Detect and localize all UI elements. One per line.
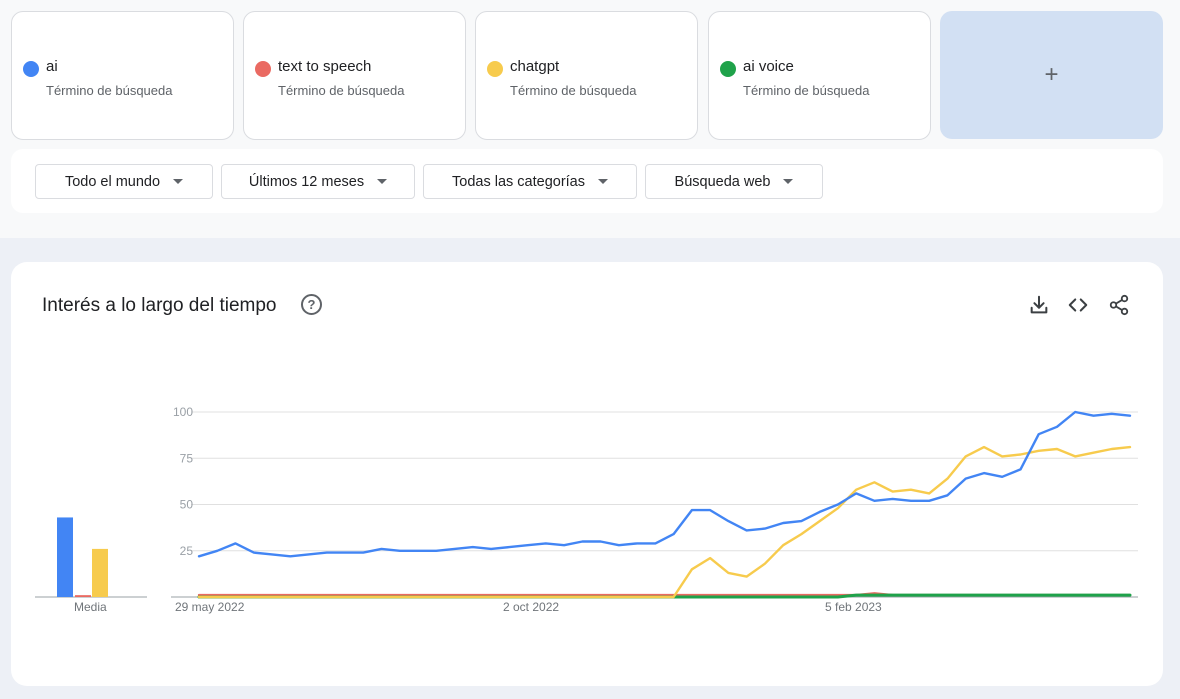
term-color-dot: [487, 61, 503, 77]
plus-icon: +: [1044, 61, 1059, 88]
region-filter-label: Todo el mundo: [64, 173, 161, 190]
series-line: [197, 445, 1132, 599]
add-term-button[interactable]: +: [940, 11, 1163, 139]
y-tick-label: 75: [180, 451, 194, 465]
region-filter-dropdown[interactable]: Todo el mundo: [35, 164, 213, 199]
term-card-chatgpt[interactable]: chatgpt Término de búsqueda: [475, 11, 698, 140]
term-subtitle: Término de búsqueda: [743, 83, 870, 98]
period-filter-dropdown[interactable]: Últimos 12 meses: [221, 164, 415, 199]
term-color-dot: [720, 61, 736, 77]
y-tick-label: 100: [173, 405, 193, 419]
x-tick-label: 29 may 2022: [175, 600, 245, 614]
term-card-ai-voice[interactable]: ai voice Término de búsqueda: [708, 11, 931, 140]
download-icon[interactable]: [1028, 294, 1050, 316]
series-line: [197, 593, 1132, 599]
help-circle-icon[interactable]: ?: [301, 294, 322, 315]
share-icon[interactable]: [1108, 294, 1130, 316]
average-label: Media: [74, 600, 107, 614]
caret-down-icon: [173, 179, 184, 184]
average-bar: [57, 517, 73, 597]
interest-chart: 100 75 50 25: [35, 405, 1138, 599]
series-line: [197, 410, 1132, 558]
term-name: ai: [46, 58, 58, 75]
embed-code-icon[interactable]: [1067, 294, 1089, 316]
category-filter-dropdown[interactable]: Todas las categorías: [423, 164, 637, 199]
average-bar: [75, 595, 91, 597]
series-line: [197, 592, 1132, 597]
term-card-ai[interactable]: ai Término de búsqueda: [11, 11, 234, 140]
term-color-dot: [255, 61, 271, 77]
term-name: chatgpt: [510, 58, 560, 75]
term-name: text to speech: [278, 58, 372, 75]
term-color-dot: [23, 61, 39, 77]
search-type-filter-dropdown[interactable]: Búsqueda web: [645, 164, 823, 199]
term-card-text-to-speech[interactable]: text to speech Término de búsqueda: [243, 11, 466, 140]
category-filter-label: Todas las categorías: [452, 173, 585, 190]
interest-over-time-card: Interés a lo largo del tiempo ? 100 75 50 2…: [11, 262, 1163, 686]
period-filter-label: Últimos 12 meses: [248, 173, 365, 190]
caret-down-icon: [783, 179, 794, 184]
term-subtitle: Término de búsqueda: [278, 83, 405, 98]
chart-title: Interés a lo largo del tiempo: [42, 295, 277, 316]
filter-bar: Todo el mundo Últimos 12 meses Todas las…: [11, 149, 1163, 213]
caret-down-icon: [598, 179, 608, 184]
term-name: ai voice: [743, 58, 794, 75]
term-subtitle: Término de búsqueda: [510, 83, 637, 98]
search-type-filter-label: Búsqueda web: [674, 173, 771, 190]
term-subtitle: Término de búsqueda: [46, 83, 173, 98]
x-tick-label: 2 oct 2022: [503, 600, 560, 614]
average-bar: [92, 548, 108, 597]
caret-down-icon: [377, 179, 388, 184]
x-tick-label: 5 feb 2023: [825, 600, 882, 614]
y-tick-label: 25: [180, 544, 194, 558]
y-tick-label: 50: [180, 498, 194, 512]
